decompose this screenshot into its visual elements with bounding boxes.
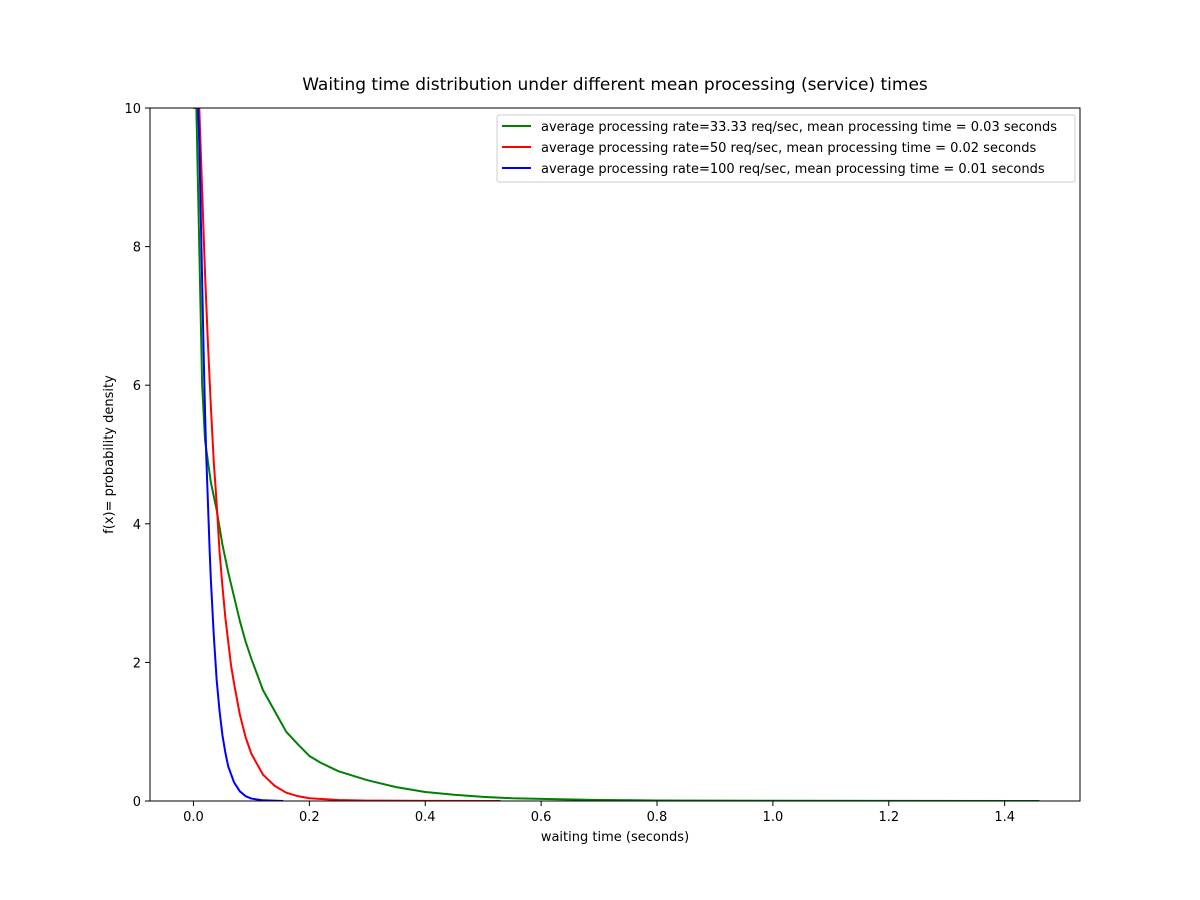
y-tick-label: 8 bbox=[133, 241, 141, 256]
x-tick-label: 0.8 bbox=[647, 810, 668, 825]
legend: average processing rate=33.33 req/sec, m… bbox=[496, 114, 1076, 183]
y-tick-label: 2 bbox=[133, 656, 141, 671]
x-axis-label: waiting time (seconds) bbox=[541, 830, 689, 845]
x-tick-label: 0.6 bbox=[531, 810, 552, 825]
x-tick-label: 1.0 bbox=[763, 810, 784, 825]
y-axis-label: f(x)= probability density bbox=[102, 375, 117, 534]
x-tick-label: 0.4 bbox=[415, 810, 436, 825]
y-tick-label: 0 bbox=[133, 795, 141, 810]
chart-title: Waiting time distribution under differen… bbox=[302, 75, 928, 95]
y-tick-label: 6 bbox=[133, 379, 141, 394]
legend-label-2: average processing rate=50 req/sec, mean… bbox=[541, 141, 1037, 156]
y-axis: 0 2 4 6 8 10 bbox=[124, 102, 150, 810]
legend-label-3: average processing rate=100 req/sec, mea… bbox=[541, 162, 1045, 177]
series-line-1 bbox=[193, 108, 1040, 801]
x-axis: 0.0 0.2 0.4 0.6 0.8 1.0 1.2 1.4 bbox=[183, 801, 1015, 825]
y-tick-label: 10 bbox=[124, 102, 141, 117]
y-tick-label: 4 bbox=[133, 518, 141, 533]
plot-area bbox=[193, 108, 1040, 801]
legend-label-1: average processing rate=33.33 req/sec, m… bbox=[541, 120, 1057, 135]
legend-box bbox=[496, 114, 1076, 183]
series-line-2 bbox=[198, 108, 501, 801]
x-tick-label: 0.0 bbox=[183, 810, 204, 825]
axes-frame bbox=[149, 107, 1081, 802]
x-tick-label: 1.4 bbox=[994, 810, 1015, 825]
x-tick-label: 1.2 bbox=[878, 810, 899, 825]
series-line-3 bbox=[197, 108, 284, 801]
x-tick-label: 0.2 bbox=[299, 810, 320, 825]
